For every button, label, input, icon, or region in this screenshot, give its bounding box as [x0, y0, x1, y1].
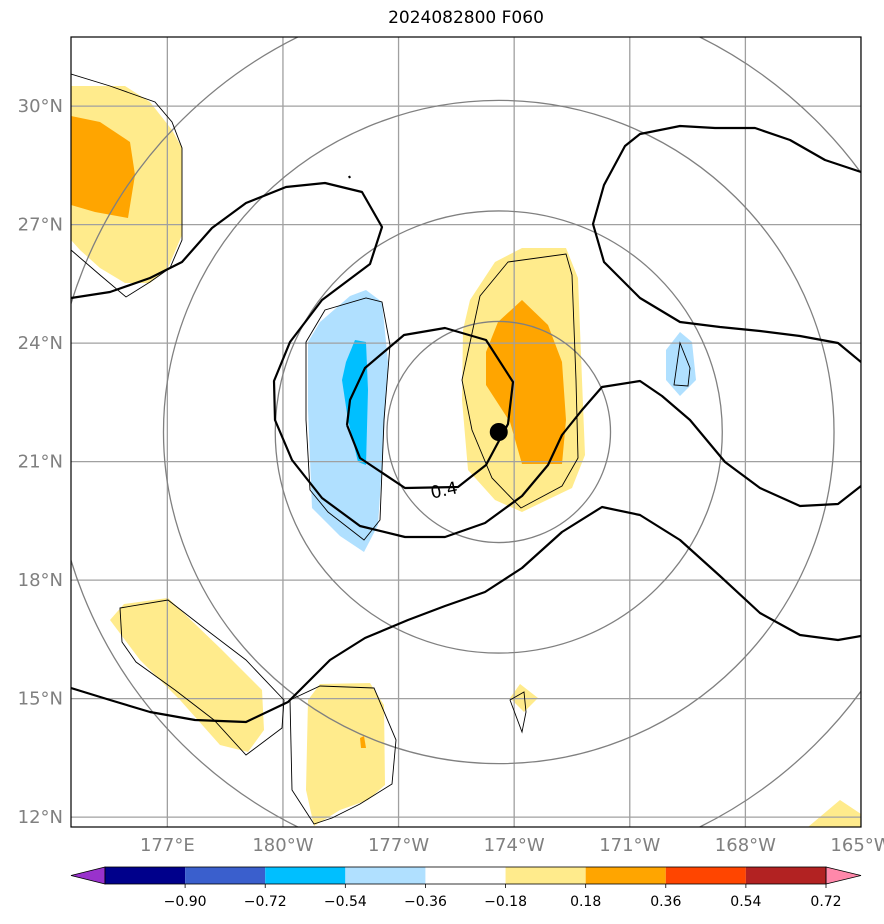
contour-line: [71, 505, 861, 724]
colorbar-tick-label: −0.54: [324, 894, 367, 910]
colorbar-tick-label: 0.72: [810, 894, 841, 910]
colorbar-swatch: [425, 867, 506, 884]
shade-outline: [461, 253, 579, 509]
contour-line: [345, 326, 515, 490]
colorbar-swatch: [665, 867, 746, 884]
colorbar-tick-label: 0.18: [570, 894, 601, 910]
contour-label: 0.4: [429, 478, 460, 503]
range-rings: [71, 37, 861, 827]
colorbar-frame: [104, 866, 827, 885]
contours: [71, 124, 861, 724]
longitude-labels: 177°E 180°W 177°W 174°W 171°W 168°W 165°W: [140, 835, 884, 856]
longitude-tick-label: 168°W: [715, 835, 776, 856]
colorbar-extend-high: [825, 866, 862, 885]
colorbar-swatch: [265, 867, 346, 884]
longitude-tick-label: 180°W: [252, 835, 313, 856]
latitude-tick-label: 21°N: [18, 452, 63, 473]
range-ring: [162, 99, 835, 765]
shade-positive-strong: [486, 300, 566, 464]
longitude-tick-label: 177°W: [368, 835, 429, 856]
shade-negative: [666, 332, 696, 396]
shade-outline: [509, 691, 527, 734]
longitude-tick-label: 165°W: [830, 835, 884, 856]
colorbar-swatch: [105, 867, 186, 884]
colorbar-tick-label: −0.90: [164, 894, 207, 910]
map-frame: [70, 36, 862, 828]
range-ring: [386, 320, 612, 544]
storm-center-marker: [489, 423, 508, 441]
shade-outline: [289, 685, 397, 825]
colorbar-tick-label: 0.54: [730, 894, 761, 910]
shade-positive-strong: [360, 736, 366, 748]
colorbar-swatch: [345, 867, 426, 884]
shade-outline: [673, 341, 691, 387]
shade-positive: [110, 598, 264, 752]
latitude-tick-label: 30°N: [18, 96, 63, 117]
contour-line: [348, 175, 351, 179]
latitude-labels: 12°N 15°N 18°N 21°N 24°N 27°N 30°N: [18, 96, 63, 828]
colorbar-tick-label: −0.36: [404, 894, 447, 910]
shade-outlines: [71, 73, 691, 825]
colorbar-tick-label: −0.18: [484, 894, 527, 910]
colorbar-swatch: [745, 867, 826, 884]
latitude-tick-label: 15°N: [18, 689, 63, 710]
shade-outline: [119, 599, 285, 756]
colorbar-tick-label: −0.72: [244, 894, 287, 910]
graticule: [71, 37, 861, 827]
shade-outline: [305, 297, 391, 541]
latitude-tick-label: 27°N: [18, 215, 63, 236]
colorbar: −0.90 −0.72 −0.54 −0.36 −0.18 0.18 0.36 0.54 0.7…: [70, 866, 862, 910]
colorbar-tick-label: 0.36: [650, 894, 681, 910]
range-ring: [274, 210, 723, 654]
latitude-tick-label: 18°N: [18, 570, 63, 591]
colorbar-swatch: [585, 867, 666, 884]
contour-line: [71, 181, 861, 539]
shade-positive-strong: [71, 116, 135, 218]
longitude-tick-label: 171°W: [599, 835, 660, 856]
shaded-field: [71, 86, 861, 827]
shade-negative-strong: [342, 340, 368, 465]
colorbar-swatch: [185, 867, 266, 884]
plot-title: 2024082800 F060: [388, 8, 544, 28]
colorbar-extend-low: [70, 866, 106, 885]
contour-line: [591, 124, 861, 363]
shade-positive: [306, 683, 385, 826]
longitude-tick-label: 177°E: [140, 835, 195, 856]
longitude-tick-label: 174°W: [484, 835, 545, 856]
latitude-tick-label: 24°N: [18, 333, 63, 354]
shade-positive: [808, 800, 861, 827]
colorbar-swatch: [505, 867, 586, 884]
latitude-tick-label: 12°N: [18, 807, 63, 828]
